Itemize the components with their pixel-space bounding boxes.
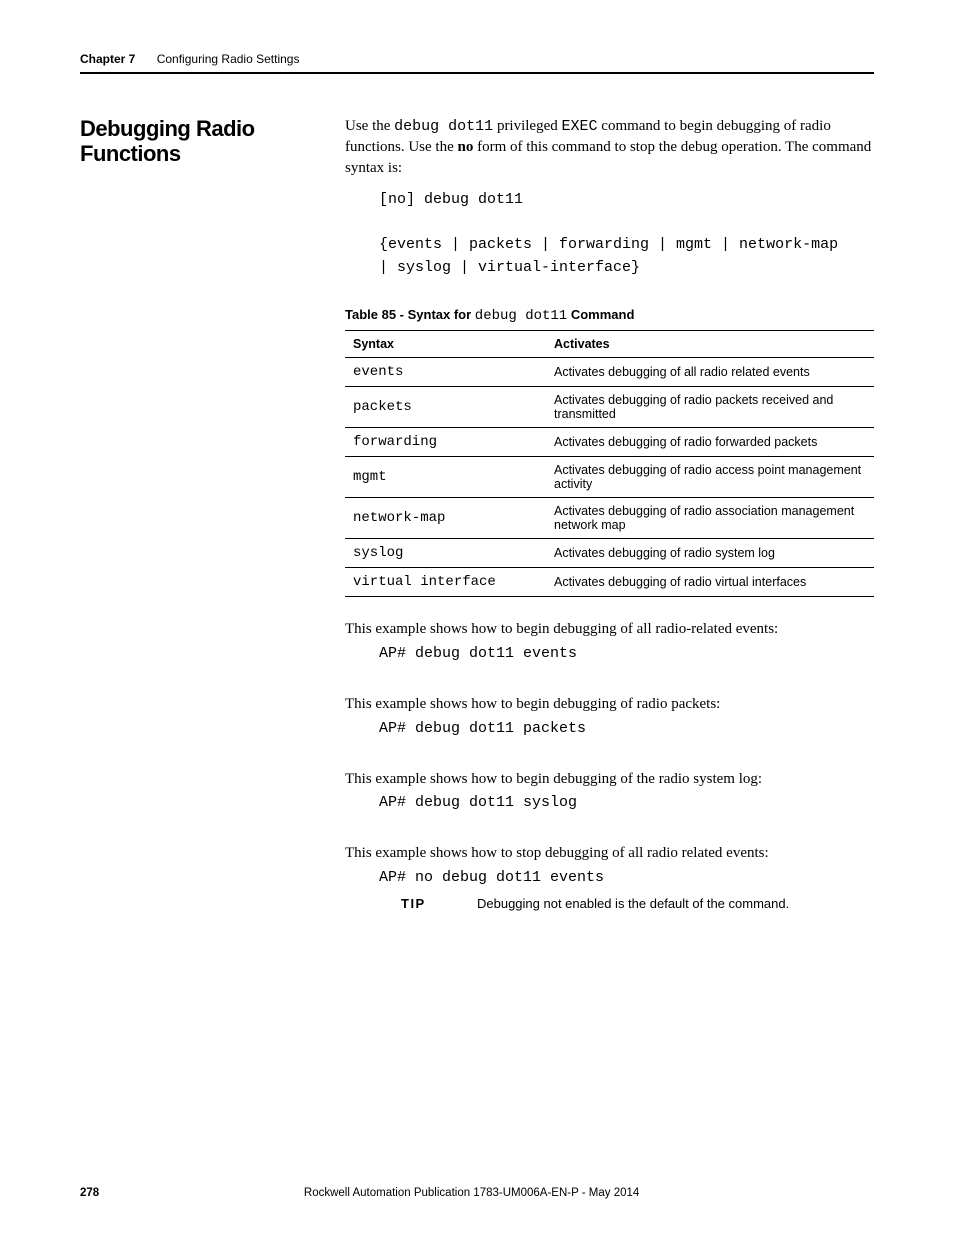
page-number: 278 (80, 1187, 99, 1199)
tip-label: TIP (401, 896, 477, 911)
th-syntax: Syntax (345, 331, 546, 358)
example-lead: This example shows how to begin debuggin… (345, 694, 874, 716)
chapter-label: Chapter 7 (80, 52, 135, 66)
cell-syntax: forwarding (345, 428, 546, 457)
table-row: packets Activates debugging of radio pac… (345, 387, 874, 428)
table-row: syslog Activates debugging of radio syst… (345, 539, 874, 568)
cell-desc: Activates debugging of all radio related… (546, 358, 874, 387)
cell-syntax: virtual interface (345, 568, 546, 597)
cell-syntax: network-map (345, 498, 546, 539)
caption-prefix: Table 85 - Syntax for (345, 307, 475, 322)
table-row: network-map Activates debugging of radio… (345, 498, 874, 539)
cell-syntax: events (345, 358, 546, 387)
cell-desc: Activates debugging of radio access poin… (546, 457, 874, 498)
tip-text: Debugging not enabled is the default of … (477, 896, 789, 911)
intro-no: no (457, 139, 473, 155)
tip-block: TIP Debugging not enabled is the default… (401, 896, 874, 911)
cell-desc: Activates debugging of radio association… (546, 498, 874, 539)
table-header-row: Syntax Activates (345, 331, 874, 358)
cell-syntax: syslog (345, 539, 546, 568)
table-row: virtual interface Activates debugging of… (345, 568, 874, 597)
publication-line: Rockwell Automation Publication 1783-UM0… (99, 1187, 844, 1199)
example-code: AP# debug dot11 packets (379, 720, 874, 737)
page-footer: 278 Rockwell Automation Publication 1783… (80, 1187, 874, 1199)
syntax-code-block: [no] debug dot11 {events | packets | for… (379, 189, 874, 279)
cell-syntax: mgmt (345, 457, 546, 498)
example-lead: This example shows how to begin debuggin… (345, 619, 874, 641)
running-header: Chapter 7 Configuring Radio Settings (80, 52, 874, 74)
table-row: forwarding Activates debugging of radio … (345, 428, 874, 457)
caption-suffix: Command (567, 307, 634, 322)
footer-spacer (844, 1187, 874, 1199)
section-heading: Debugging Radio Functions (80, 116, 345, 167)
cell-syntax: packets (345, 387, 546, 428)
intro-exec: EXEC (562, 118, 598, 135)
section-body: Use the debug dot11 privileged EXEC comm… (345, 116, 874, 911)
cell-desc: Activates debugging of radio virtual int… (546, 568, 874, 597)
syntax-table: Syntax Activates events Activates debugg… (345, 330, 874, 597)
example-lead: This example shows how to stop debugging… (345, 843, 874, 865)
table-caption: Table 85 - Syntax for debug dot11 Comman… (345, 307, 874, 324)
caption-cmd: debug dot11 (475, 308, 567, 324)
example-lead: This example shows how to begin debuggin… (345, 769, 874, 791)
cell-desc: Activates debugging of radio forwarded p… (546, 428, 874, 457)
cell-desc: Activates debugging of radio system log (546, 539, 874, 568)
table-row: events Activates debugging of all radio … (345, 358, 874, 387)
table-row: mgmt Activates debugging of radio access… (345, 457, 874, 498)
cell-desc: Activates debugging of radio packets rec… (546, 387, 874, 428)
section-row: Debugging Radio Functions Use the debug … (80, 116, 874, 911)
intro-cmd: debug dot11 (394, 118, 493, 135)
intro-text-a: Use the (345, 118, 394, 134)
intro-paragraph: Use the debug dot11 privileged EXEC comm… (345, 116, 874, 179)
example-code: AP# debug dot11 events (379, 645, 874, 662)
example-code: AP# no debug dot11 events (379, 869, 874, 886)
intro-text-b: privileged (493, 118, 561, 134)
example-code: AP# debug dot11 syslog (379, 794, 874, 811)
th-activates: Activates (546, 331, 874, 358)
chapter-title: Configuring Radio Settings (157, 52, 300, 66)
